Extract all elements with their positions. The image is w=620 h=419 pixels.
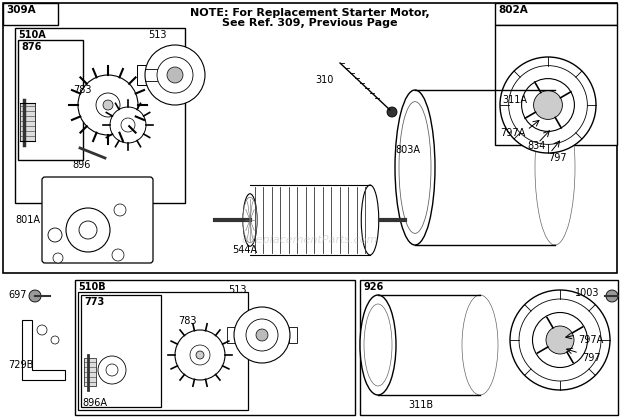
Ellipse shape: [361, 185, 379, 255]
Circle shape: [534, 91, 562, 119]
Text: 797A: 797A: [578, 335, 603, 345]
Ellipse shape: [399, 102, 431, 233]
Text: 510A: 510A: [18, 30, 46, 40]
Circle shape: [175, 330, 225, 380]
Circle shape: [79, 221, 97, 239]
Circle shape: [48, 228, 62, 242]
Circle shape: [66, 208, 110, 252]
Text: 797: 797: [582, 353, 601, 363]
Circle shape: [196, 351, 204, 359]
Circle shape: [37, 325, 47, 335]
Circle shape: [78, 75, 138, 135]
Text: 801A: 801A: [15, 215, 40, 225]
Bar: [3, 3, 58, 25]
Text: 513: 513: [148, 30, 167, 40]
Circle shape: [51, 336, 59, 344]
Ellipse shape: [243, 197, 257, 243]
Text: 834: 834: [527, 141, 546, 151]
Text: 697: 697: [8, 290, 27, 300]
Ellipse shape: [360, 295, 396, 395]
Text: See Ref. 309, Previous Page: See Ref. 309, Previous Page: [222, 18, 398, 28]
Circle shape: [121, 118, 135, 132]
Text: 309A: 309A: [6, 5, 35, 15]
Circle shape: [246, 319, 278, 351]
Bar: [75, 280, 355, 415]
Text: eReplacementParts.com: eReplacementParts.com: [242, 235, 378, 245]
Bar: [18, 40, 83, 160]
Text: 513: 513: [228, 285, 247, 295]
Text: 310: 310: [315, 75, 334, 85]
Circle shape: [110, 107, 146, 143]
Circle shape: [190, 345, 210, 365]
Circle shape: [500, 57, 596, 153]
Circle shape: [112, 249, 124, 261]
Text: 544A: 544A: [232, 245, 257, 255]
Circle shape: [519, 299, 601, 381]
Text: 803A: 803A: [395, 145, 420, 155]
Text: 783: 783: [178, 316, 197, 326]
Text: 896A: 896A: [82, 398, 107, 408]
Circle shape: [521, 79, 574, 132]
Circle shape: [145, 45, 205, 105]
Text: 896: 896: [72, 160, 91, 170]
Circle shape: [256, 329, 268, 341]
Text: 876: 876: [21, 42, 42, 52]
Circle shape: [53, 253, 63, 263]
Circle shape: [29, 290, 41, 302]
Bar: [137, 65, 147, 85]
Circle shape: [167, 67, 183, 83]
Polygon shape: [22, 320, 65, 380]
Text: 797: 797: [548, 153, 567, 163]
Ellipse shape: [395, 90, 435, 245]
Circle shape: [387, 107, 397, 117]
Bar: [15, 28, 185, 203]
Bar: [78, 292, 248, 410]
Bar: [495, 25, 617, 145]
Ellipse shape: [364, 304, 392, 386]
Text: 1003: 1003: [575, 288, 600, 298]
Bar: [84, 358, 96, 386]
Bar: [81, 295, 161, 407]
Bar: [20, 103, 35, 141]
Circle shape: [546, 326, 574, 354]
Text: 783: 783: [73, 85, 92, 95]
Circle shape: [96, 93, 120, 117]
Text: 311B: 311B: [408, 400, 433, 410]
Circle shape: [234, 307, 290, 363]
FancyBboxPatch shape: [42, 177, 153, 263]
Text: 926: 926: [363, 282, 383, 292]
Circle shape: [157, 57, 193, 93]
Circle shape: [114, 204, 126, 216]
Text: 802A: 802A: [498, 5, 528, 15]
Bar: [360, 280, 618, 415]
Bar: [495, 3, 617, 25]
Ellipse shape: [535, 90, 575, 245]
Ellipse shape: [243, 194, 257, 246]
Text: 510B: 510B: [78, 282, 105, 292]
Circle shape: [508, 66, 587, 145]
Circle shape: [533, 313, 588, 367]
Text: NOTE: For Replacement Starter Motor,: NOTE: For Replacement Starter Motor,: [190, 8, 430, 18]
Bar: [289, 327, 297, 343]
Bar: [227, 327, 235, 343]
Circle shape: [103, 100, 113, 110]
Text: 311A: 311A: [502, 95, 527, 105]
Ellipse shape: [462, 295, 498, 395]
Text: 773: 773: [84, 297, 104, 307]
Bar: [3, 3, 617, 273]
Circle shape: [510, 290, 610, 390]
Circle shape: [98, 356, 126, 384]
Text: 729B: 729B: [8, 360, 33, 370]
Circle shape: [106, 364, 118, 376]
Circle shape: [606, 290, 618, 302]
Text: 797A: 797A: [500, 128, 525, 138]
